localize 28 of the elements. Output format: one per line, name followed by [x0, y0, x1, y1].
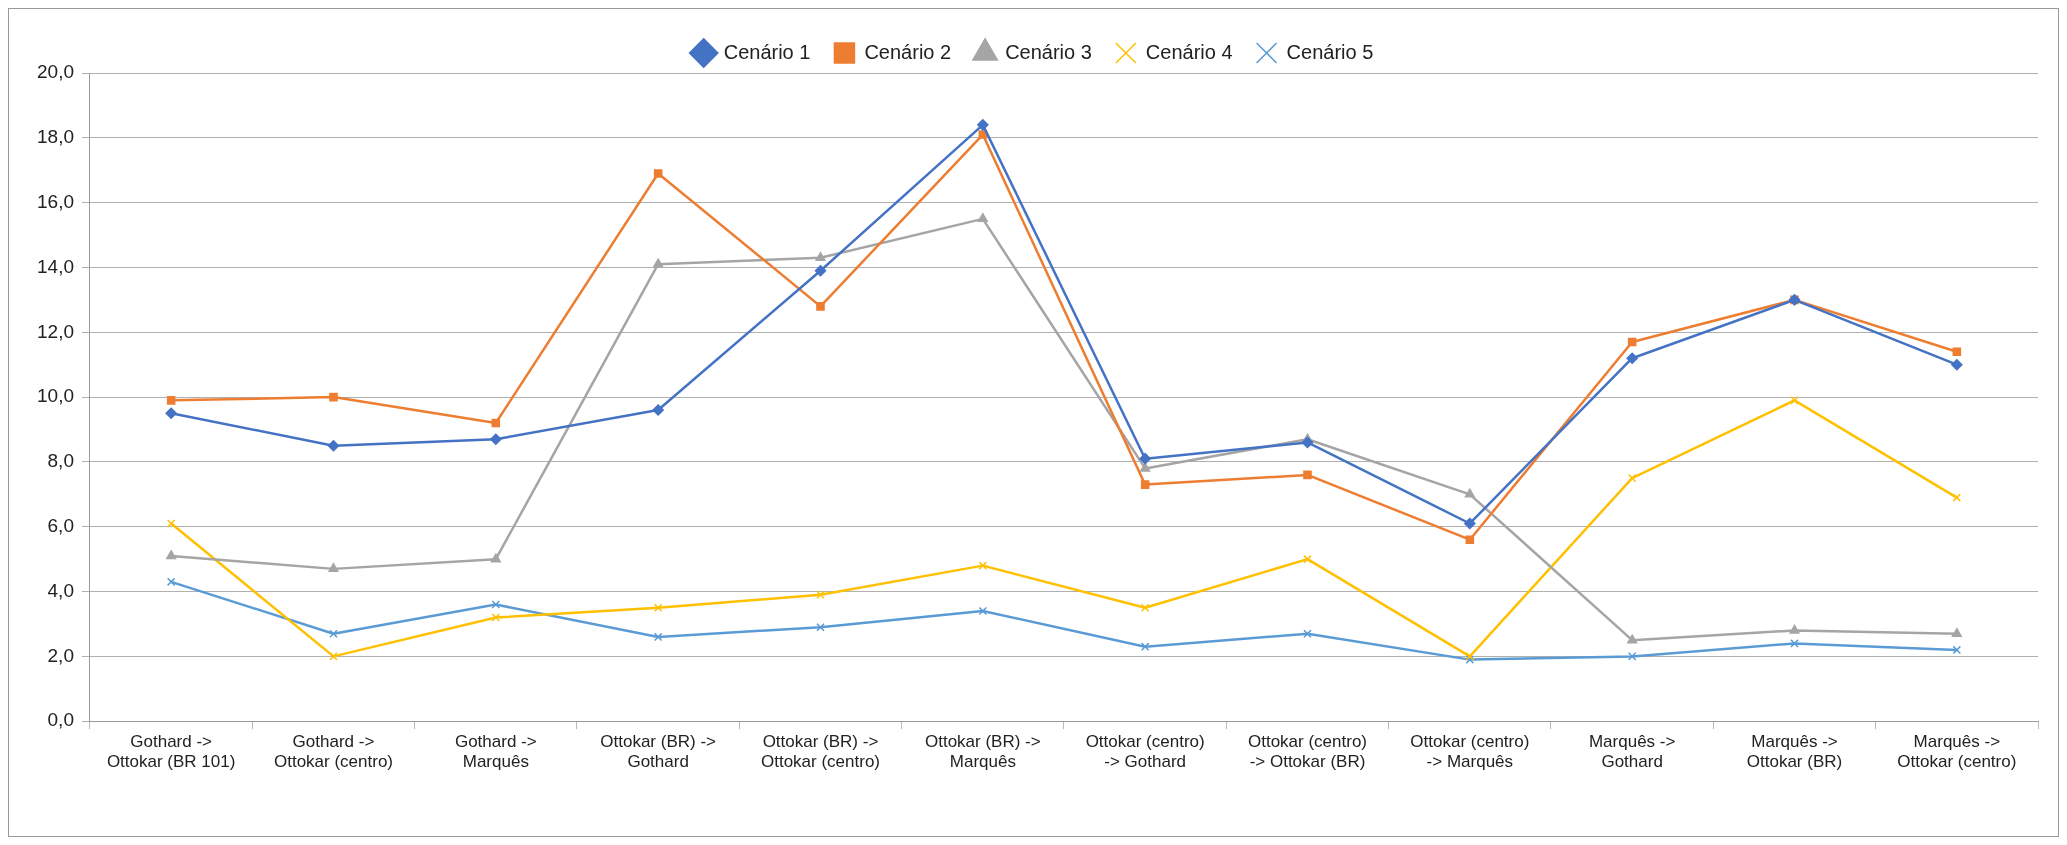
legend-label: Cenário 2 [864, 40, 952, 63]
y-tick-label: 12,0 [37, 320, 74, 342]
x-tick-label: Gothard -> Ottokar (centro) [273, 732, 394, 772]
x-tick-label: Ottokar (centro) -> Gothard [1085, 732, 1205, 772]
x-tick-label: Marquês -> Ottokar (centro) [1897, 732, 2017, 772]
y-tick-label: 20,0 [37, 61, 74, 83]
x-tick-label: Marquês -> Ottokar (BR) [1746, 732, 1843, 772]
y-tick-label: 2,0 [47, 644, 74, 666]
x-tick-label: Ottokar (centro) -> Ottokar (BR) [1247, 732, 1368, 772]
x-tick-label: Ottokar (BR) -> Marquês [924, 732, 1041, 772]
x-tick-label: Ottokar (BR) -> Gothard [600, 732, 717, 772]
y-tick-label: 10,0 [37, 385, 74, 407]
x-tick-label: Marquês -> Gothard [1588, 732, 1676, 772]
legend-label: Cenário 5 [1286, 40, 1374, 63]
y-tick-label: 8,0 [47, 450, 74, 472]
y-tick-label: 6,0 [47, 514, 74, 536]
y-tick-label: 18,0 [37, 126, 74, 148]
y-tick-label: 4,0 [47, 579, 74, 601]
x-tick-label: Gothard -> Marquês [454, 732, 537, 772]
legend-label: Cenário 1 [723, 40, 811, 63]
x-tick-label: Ottokar (centro) -> Marquês [1410, 732, 1530, 772]
y-tick-label: 16,0 [37, 190, 74, 212]
x-tick-label: Ottokar (BR) -> Ottokar (centro) [760, 732, 881, 772]
y-tick-label: 14,0 [37, 255, 74, 277]
legend-label: Cenário 3 [1005, 40, 1092, 63]
y-tick-label: 0,0 [47, 709, 74, 731]
legend-label: Cenário 4 [1145, 40, 1233, 63]
x-tick-label: Gothard -> Ottokar (BR 101) [106, 732, 236, 772]
